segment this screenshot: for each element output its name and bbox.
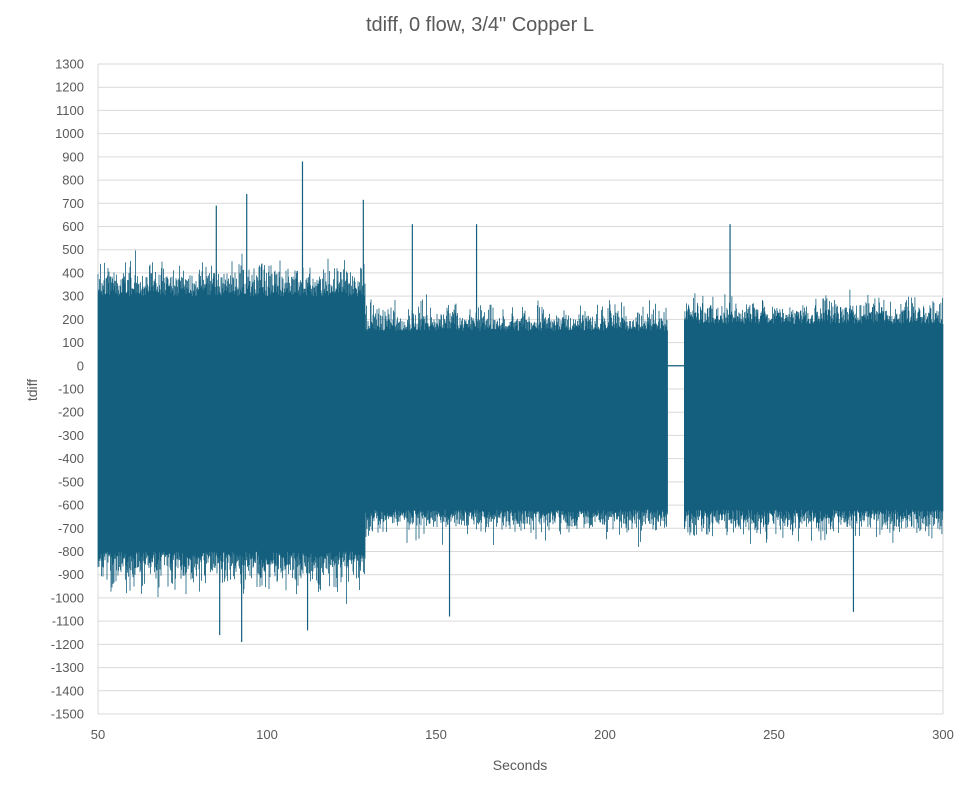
y-tick-label: 700 [62,196,84,211]
y-tick-label: -600 [58,498,84,513]
y-axis-title: tdiff [24,379,40,401]
y-tick-label: -1400 [51,683,84,698]
y-tick-label: 500 [62,242,84,257]
y-tick-label: 400 [62,265,84,280]
y-tick-label: 800 [62,173,84,188]
y-tick-label: -1500 [51,707,84,722]
series-band-core [684,337,943,496]
y-tick-label: -1200 [51,637,84,652]
data-series [97,161,944,643]
y-tick-label: 1300 [55,57,84,72]
y-tick-label: 200 [62,312,84,327]
x-axis-title: Seconds [493,757,547,773]
y-tick-label: -100 [58,382,84,397]
x-tick-label: 150 [425,727,447,742]
x-tick-label: 250 [763,727,785,742]
x-tick-label: 100 [256,727,278,742]
series-band-core [98,315,366,533]
x-tick-label: 300 [932,727,954,742]
y-tick-label: 1100 [56,103,84,118]
series-band-core [365,344,668,497]
y-tick-label: 1200 [55,80,84,95]
y-tick-label: -1300 [51,660,84,675]
y-tick-label: -1000 [51,590,84,605]
x-tick-label: 200 [594,727,616,742]
y-tick-label: 900 [62,149,84,164]
y-tick-label: -300 [58,428,84,443]
y-tick-label: 600 [62,219,84,234]
y-tick-label: 100 [62,335,84,350]
chart-title: tdiff, 0 flow, 3/4" Copper L [366,14,594,36]
y-tick-label: -500 [58,474,84,489]
y-tick-label: 1000 [55,126,84,141]
y-tick-label: -400 [58,451,84,466]
y-tick-label: -900 [58,567,84,582]
x-tick-label: 50 [91,727,105,742]
y-tick-label: 0 [77,358,84,373]
y-tick-label: -200 [58,405,84,420]
y-tick-label: -1100 [52,614,84,629]
tick-labels: 1300120011001000900800700600500400300200… [51,57,954,743]
y-tick-label: -700 [58,521,84,536]
y-tick-label: 300 [62,289,84,304]
y-tick-label: -800 [58,544,84,559]
